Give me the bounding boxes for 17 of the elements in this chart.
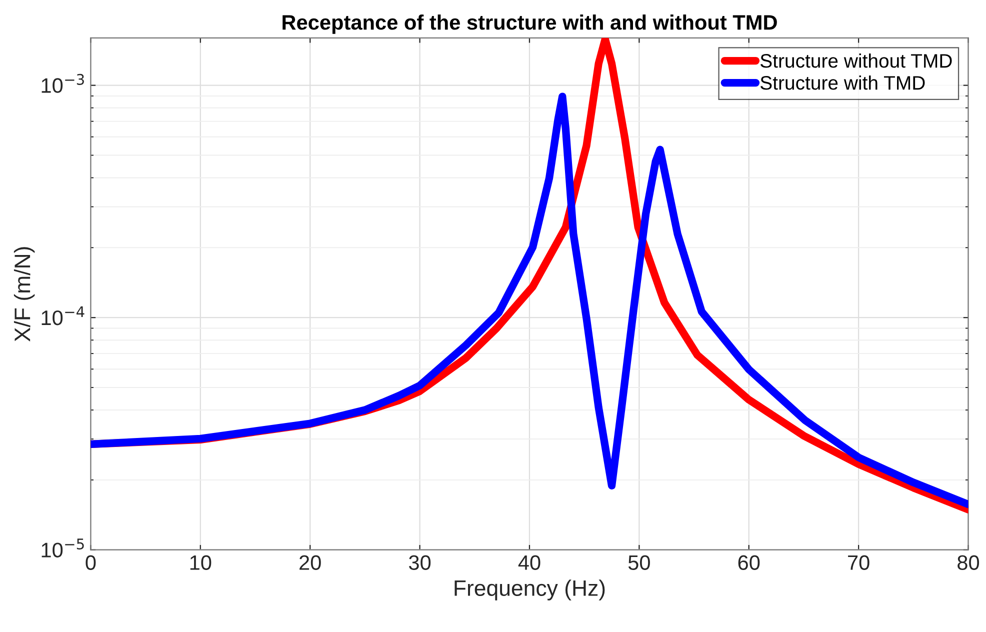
y-axis-title: X/F (m/N)	[14, 247, 35, 342]
x-tick-label: 50	[628, 555, 650, 570]
y-tick-label: 10$^{−3}$	[42, 74, 84, 93]
x-tick-label: 10	[190, 555, 212, 570]
x-tick-label: 60	[738, 555, 760, 570]
legend-label: Structure without TMD	[760, 53, 952, 68]
x-tick-label: 70	[848, 555, 870, 570]
x-tick-label: 40	[518, 555, 540, 570]
x-tick-label: 20	[300, 555, 321, 570]
x-tick-label: 80	[958, 555, 980, 570]
x-tick-label: 0	[86, 555, 96, 570]
x-tick-label: 30	[409, 555, 431, 570]
legend-label: Structure with TMD	[760, 75, 925, 90]
y-tick-label: 10$^{−4}$	[42, 306, 84, 326]
y-tick-label: 10$^{−5}$	[42, 538, 84, 558]
x-axis-title: Frequency (Hz)	[454, 580, 605, 600]
chart-title: Receptance of the structure with and without TMD	[282, 14, 777, 34]
